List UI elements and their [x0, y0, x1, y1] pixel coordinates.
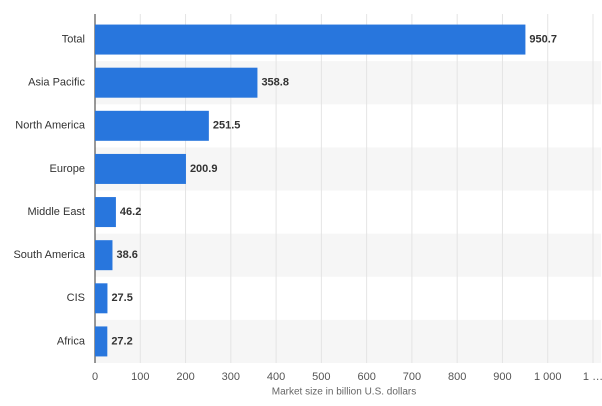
- y-tick-label: South America: [13, 249, 85, 261]
- data-label: 950.7: [529, 33, 557, 45]
- x-tick-label: 500: [312, 371, 330, 383]
- x-tick-label: 1 …: [583, 371, 602, 383]
- y-tick-label: CIS: [67, 292, 85, 304]
- bar: [95, 326, 108, 357]
- row-band: [95, 319, 601, 363]
- bar: [95, 153, 186, 184]
- data-label: 251.5: [213, 120, 241, 132]
- data-label: 27.5: [111, 292, 132, 304]
- y-tick-label: Asia Pacific: [28, 77, 85, 89]
- x-tick-label: 600: [357, 371, 375, 383]
- data-label: 46.2: [120, 206, 141, 218]
- data-label: 38.6: [116, 249, 137, 261]
- x-tick-label: 400: [267, 371, 285, 383]
- data-label: 200.9: [190, 163, 218, 175]
- bar: [95, 24, 526, 55]
- x-tick-label: 300: [222, 371, 240, 383]
- x-tick-label: 200: [176, 371, 194, 383]
- x-tick-label: 100: [131, 371, 149, 383]
- y-tick-label: North America: [15, 120, 86, 132]
- x-tick-label: 0: [92, 371, 98, 383]
- bar: [95, 197, 116, 228]
- bar: [95, 110, 209, 141]
- y-tick-label: Africa: [57, 335, 86, 347]
- row-band: [95, 233, 601, 277]
- y-tick-label: Europe: [50, 163, 85, 175]
- bar: [95, 240, 113, 271]
- y-tick-label: Total: [62, 33, 85, 45]
- x-axis-label: Market size in billion U.S. dollars: [272, 387, 417, 398]
- data-label: 27.2: [111, 335, 132, 347]
- x-tick-label: 800: [448, 371, 466, 383]
- x-tick-label: 700: [403, 371, 421, 383]
- x-tick-label: 1 000: [534, 371, 562, 383]
- bar: [95, 283, 108, 314]
- data-label: 358.8: [261, 77, 289, 89]
- x-tick-label: 900: [493, 371, 511, 383]
- y-tick-label: Middle East: [28, 206, 85, 218]
- bar: [95, 67, 258, 98]
